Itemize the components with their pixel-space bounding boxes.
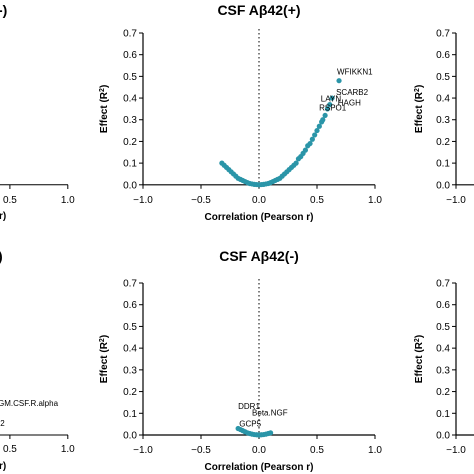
data-point: [316, 123, 322, 129]
left-partial-panels: -) 0.5 1.0 r) ) GM.CSF.R.alpha .2 0.5 1.…: [0, 2, 75, 472]
bottom-left-tick-label: 1.0: [61, 444, 75, 455]
bottom-left-annotation: GM.CSF.R.alpha: [0, 399, 59, 408]
right-y-tick-label: 0.4: [436, 94, 450, 105]
x-axis-label: Correlation (Pearson r): [205, 462, 314, 473]
right-y-tick-label: 0.4: [436, 344, 450, 355]
y-tick-label: 0.7: [123, 29, 137, 40]
y-axis-label: Effect (R2): [99, 85, 111, 133]
right-y-tick-label: 0.6: [436, 300, 450, 311]
y-tick-label: 0.1: [123, 409, 137, 420]
right-x-tick-label: −1.0: [446, 195, 466, 206]
point-annotation: WFIKKN1: [337, 68, 373, 77]
right-y-tick-label: 0.6: [436, 50, 450, 61]
x-tick-label: −0.5: [191, 195, 211, 206]
point-annotation: SCARB2: [336, 88, 369, 97]
y-tick-label: 0.4: [123, 94, 137, 105]
right-y-tick-label: 0.7: [436, 279, 450, 290]
x-tick-label: 0.0: [252, 195, 266, 206]
chart-title: CSF Aβ42(+): [217, 2, 300, 18]
right-y-tick-label: 0.3: [436, 115, 450, 126]
y-tick-label: 0.2: [123, 137, 137, 148]
data-point: [320, 117, 326, 123]
point-annotation: GCP5: [239, 419, 261, 428]
right-y-tick-label: 0.7: [436, 29, 450, 40]
bottom-left-annotation: .2: [0, 419, 5, 428]
right-partial-panels: 0.0 0.1 0.2 0.3 0.4 0.5 0.6 0.7 −1.0 Effect (R2) 0…: [414, 29, 474, 456]
right-y-axis-label: Effect (R2): [414, 85, 426, 133]
x-tick-label: −0.5: [191, 445, 211, 456]
data-point: [314, 127, 320, 134]
right-y-tick-label: 0.0: [436, 180, 450, 191]
top-left-tick-label: 1.0: [61, 195, 75, 206]
data-point: [327, 101, 333, 108]
data-point: [322, 112, 328, 119]
y-tick-label: 0.5: [123, 322, 137, 333]
x-tick-label: 1.0: [368, 195, 382, 206]
y-tick-label: 0.6: [123, 50, 137, 61]
data-point: [324, 106, 331, 112]
y-tick-label: 0.3: [123, 115, 137, 126]
point-annotation: LAYN: [321, 95, 342, 104]
right-y-tick-label: 0.3: [436, 365, 450, 376]
data-point: [309, 136, 315, 142]
point-annotation: DDR1: [238, 402, 260, 411]
bottom-left-title-fragment: ): [0, 248, 3, 264]
y-axis-label: Effect (R2): [99, 335, 111, 383]
y-tick-label: 0.2: [123, 387, 137, 398]
data-point: [336, 78, 342, 84]
x-axis-label: Correlation (Pearson r): [205, 212, 314, 223]
panel-csf-abeta42-positive: CSF Aβ42(+) 0.0 0.1 0.2 0.3 0.4 0.5 0.6 0.7 −1.0 −…: [99, 2, 383, 223]
x-tick-label: −1.0: [133, 195, 153, 206]
y-tick-label: 0.7: [123, 279, 137, 290]
bottom-left-tick-label: 0.5: [3, 444, 17, 455]
y-tick-label: 0.0: [123, 431, 137, 442]
chart-title: CSF Aβ42(-): [219, 248, 299, 264]
data-point: [312, 132, 318, 138]
right-y-tick-label: 0.0: [436, 431, 450, 442]
x-tick-label: 0.5: [310, 195, 324, 206]
y-tick-label: 0.3: [123, 365, 137, 376]
top-left-title-fragment: -): [0, 2, 7, 18]
right-y-tick-label: 0.1: [436, 159, 450, 170]
x-tick-label: −1.0: [133, 445, 153, 456]
top-left-tick-label: 0.5: [3, 195, 17, 206]
point-annotation: RSPO1: [319, 103, 347, 112]
right-y-tick-label: 0.2: [436, 137, 450, 148]
y-tick-label: 0.6: [123, 300, 137, 311]
data-point: [293, 160, 299, 166]
x-tick-label: 0.0: [252, 445, 266, 456]
right-x-tick-label: −1.0: [446, 445, 466, 456]
point-annotation: HAGH: [338, 99, 361, 108]
panel-csf-abeta42-negative: CSF Aβ42(-) 0.0 0.1 0.2 0.3 0.4 0.5 0.6 0.7 −1.0 −…: [99, 248, 383, 473]
y-tick-label: 0.5: [123, 72, 137, 83]
data-point: [302, 147, 308, 153]
top-left-xlabel-fragment: r): [0, 211, 6, 222]
bottom-left-xlabel-fragment: r): [0, 461, 6, 472]
point-annotation: Beta.NGF: [252, 408, 288, 417]
data-point: [329, 95, 335, 101]
right-y-tick-label: 0.2: [436, 387, 450, 398]
x-tick-label: 0.5: [310, 445, 324, 456]
y-tick-label: 0.1: [123, 159, 137, 170]
data-point: [268, 430, 274, 436]
y-tick-label: 0.4: [123, 344, 137, 355]
right-y-axis-label: Effect (R2): [414, 335, 426, 383]
y-tick-label: 0.0: [123, 180, 137, 191]
right-y-tick-label: 0.5: [436, 72, 450, 83]
data-point: [307, 140, 313, 147]
x-tick-label: 1.0: [368, 445, 382, 456]
right-y-tick-label: 0.5: [436, 322, 450, 333]
right-y-tick-label: 0.1: [436, 409, 450, 420]
